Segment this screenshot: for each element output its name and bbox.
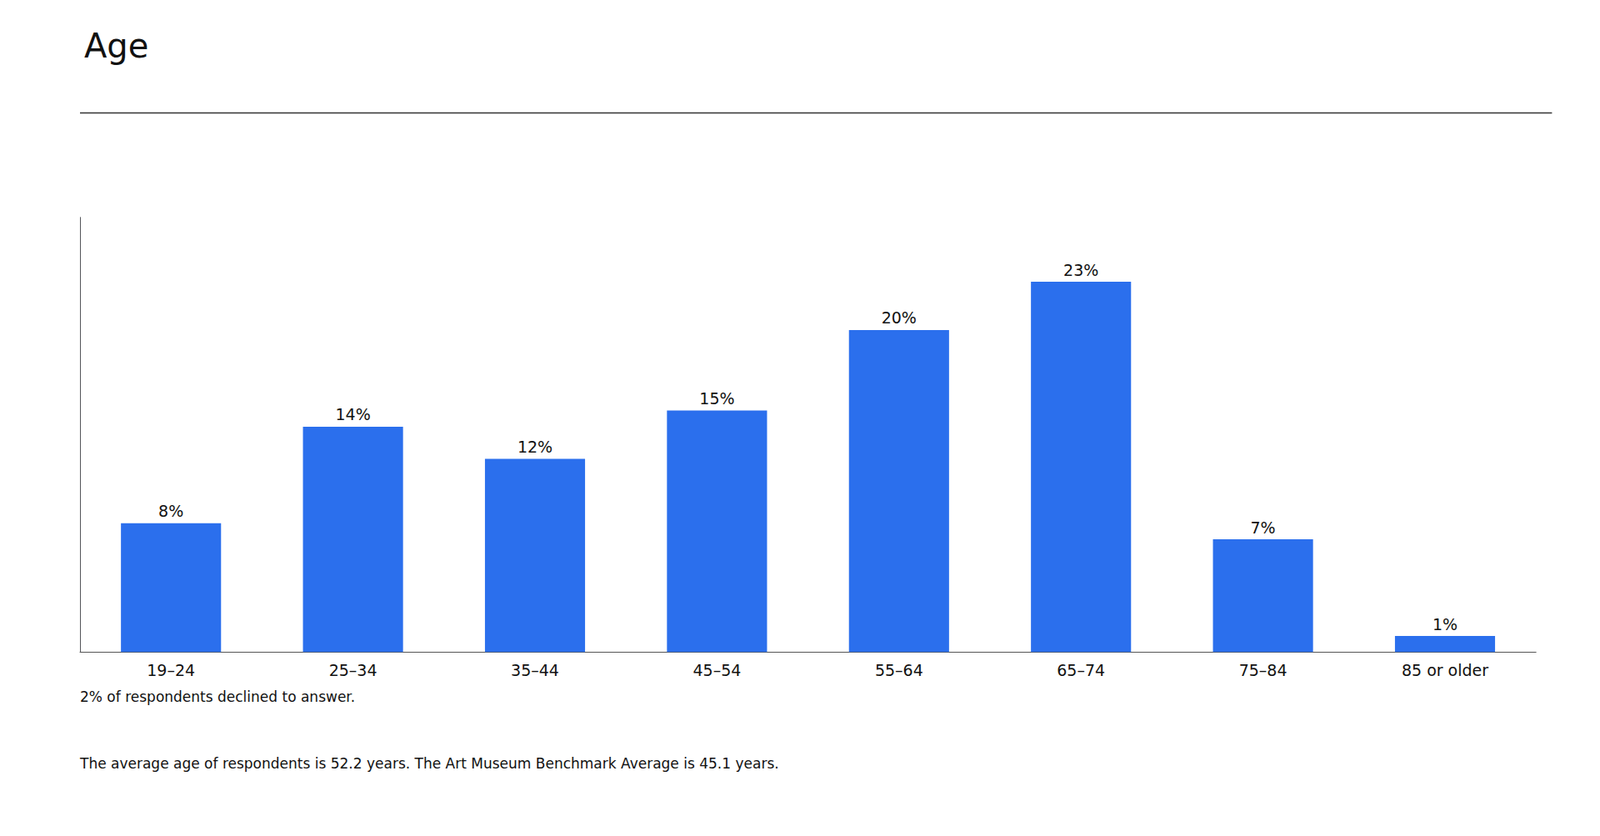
svg-text:8%: 8% [158,501,184,520]
svg-text:35–44: 35–44 [510,660,560,680]
svg-text:25–34: 25–34 [329,660,378,680]
svg-text:2% of respondents declined to: 2% of respondents declined to answer. [80,688,355,705]
svg-text:75–84: 75–84 [1239,660,1288,680]
svg-text:7%: 7% [1250,518,1276,537]
svg-text:45–54: 45–54 [692,660,741,680]
svg-text:1%: 1% [1432,615,1458,634]
svg-text:15%: 15% [699,389,735,408]
svg-text:Age: Age [84,26,149,65]
svg-text:12%: 12% [517,437,553,456]
svg-text:19–24: 19–24 [146,660,195,680]
svg-text:20%: 20% [881,308,917,327]
svg-text:14%: 14% [335,405,370,424]
svg-text:55–64: 55–64 [875,660,924,680]
svg-text:23%: 23% [1063,260,1099,280]
svg-text:65–74: 65–74 [1056,660,1105,680]
svg-text:The average age of respondents: The average age of respondents is 52.2 y… [79,755,780,772]
svg-text:85 or older: 85 or older [1401,660,1489,680]
